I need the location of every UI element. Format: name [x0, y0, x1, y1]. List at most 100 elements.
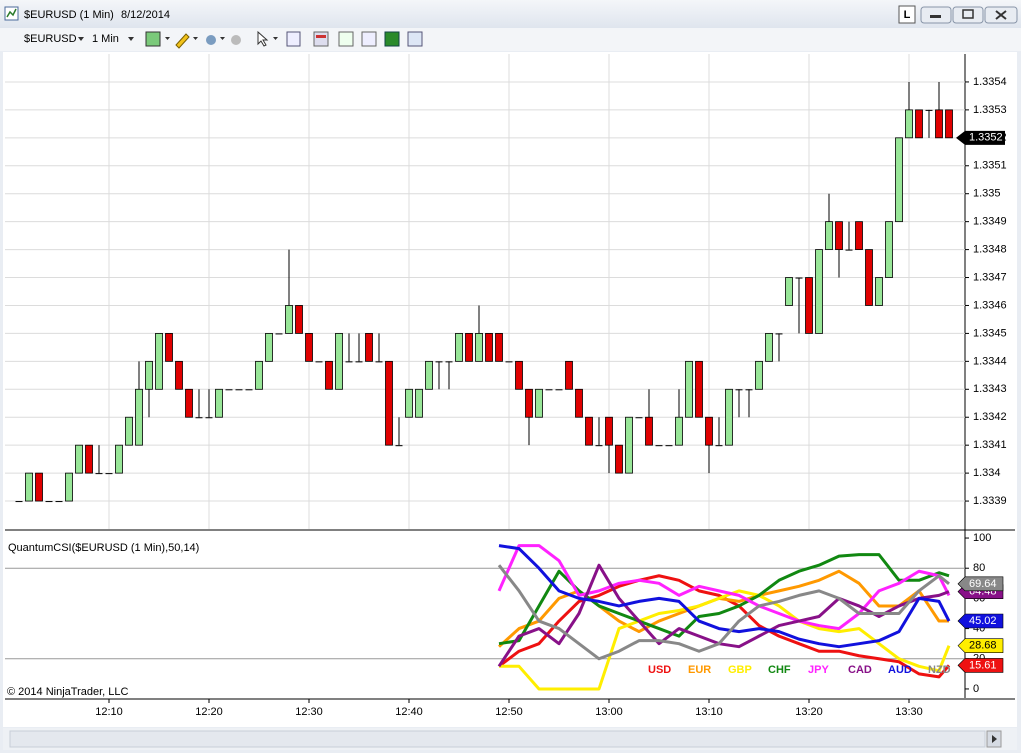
candle-body: [475, 333, 483, 362]
candle-body: [465, 333, 473, 362]
close-button[interactable]: [984, 6, 1018, 24]
candle-body: [515, 360, 523, 390]
y-tick-label: 1.3341: [973, 439, 1007, 451]
candle-body: [565, 360, 573, 390]
candle-body: [225, 389, 233, 391]
copyright: © 2014 NinjaTrader, LLC: [7, 686, 128, 698]
candle-body: [705, 416, 713, 446]
candle-body: [425, 360, 433, 390]
candle-body: [525, 388, 533, 418]
candle-body: [245, 389, 253, 391]
candle-body: [875, 277, 883, 306]
candle-body: [285, 305, 293, 334]
candle-body: [555, 389, 563, 391]
value-tag-label: 15.61: [969, 659, 997, 671]
y-tick-label: 1.3351: [973, 160, 1007, 172]
candle-body: [435, 361, 443, 363]
candle-body: [45, 501, 53, 503]
maximize-button[interactable]: [952, 6, 984, 24]
candle-body: [595, 445, 603, 447]
candle-body: [715, 445, 723, 447]
candle-body: [495, 333, 503, 362]
candle-body: [915, 109, 923, 139]
candle-body: [865, 249, 873, 306]
y-tick-label: 1.3343: [973, 383, 1007, 395]
candle-body: [375, 361, 383, 363]
y-tick-label: 1.3349: [973, 216, 1007, 228]
candle-body: [845, 249, 853, 251]
candle-body: [55, 501, 63, 503]
candle-body: [365, 333, 373, 362]
candle-body: [75, 444, 83, 474]
legend-entry: GBP: [728, 664, 752, 676]
candle-body: [195, 417, 203, 419]
legend-entry: AUD: [888, 664, 912, 676]
candle-body: [215, 388, 223, 418]
candle-body: [345, 361, 353, 363]
candle-body: [325, 360, 333, 390]
candle-body: [295, 305, 303, 334]
x-tick-label: 12:30: [295, 706, 323, 718]
legend-entry: NZD: [928, 664, 951, 676]
value-tag: [957, 576, 1004, 592]
scrollbar-end-button[interactable]: [986, 730, 1002, 748]
window-title: $EURUSD (1 Min): [24, 9, 114, 21]
candle-body: [885, 221, 893, 278]
y-tick-label: 1.3345: [973, 327, 1007, 339]
candle-body: [485, 333, 493, 362]
y-tick-label: 1.3348: [973, 243, 1007, 255]
candle-body: [615, 444, 623, 474]
candle-body: [35, 472, 43, 502]
candle-body: [625, 416, 633, 474]
candle-body: [775, 333, 783, 335]
candle-body: [185, 388, 193, 418]
x-tick-label: 12:50: [495, 706, 523, 718]
candle-body: [735, 389, 743, 391]
candle-body: [535, 388, 543, 418]
candle-body: [815, 249, 823, 334]
candle-body: [675, 416, 683, 446]
candle-body: [545, 389, 553, 391]
legend-entry: CHF: [768, 664, 791, 676]
candle-body: [725, 388, 733, 446]
candle-body: [85, 444, 93, 474]
instrument-selector[interactable]: $EURUSD: [24, 33, 84, 45]
candle-body: [115, 444, 123, 474]
candle-body: [605, 416, 613, 446]
candle-body: [695, 360, 703, 418]
interval-selector[interactable]: 1 Min: [92, 33, 134, 45]
candle-body: [315, 361, 323, 363]
candle-body: [505, 361, 513, 363]
candle-body: [145, 360, 153, 390]
candle-body: [895, 137, 903, 223]
candle-body: [455, 333, 463, 362]
candle-body: [95, 473, 103, 475]
candle-body: [685, 360, 693, 418]
x-tick-label: 12:20: [195, 706, 223, 718]
candle-body: [355, 361, 363, 363]
value-tag: [957, 638, 1004, 653]
x-tick-label: 13:30: [895, 706, 923, 718]
x-tick-label: 13:10: [695, 706, 723, 718]
candle-body: [415, 388, 423, 418]
candle-body: [385, 360, 393, 446]
candle-body: [745, 389, 753, 391]
candle-body: [765, 333, 773, 362]
candle-body: [585, 416, 593, 446]
candle-body: [335, 333, 343, 390]
indicator-line: [497, 564, 950, 661]
x-tick-label: 13:20: [795, 706, 823, 718]
y-tick-label: 1.3347: [973, 271, 1007, 283]
candle-body: [125, 416, 133, 446]
toolbar-icons[interactable]: [145, 30, 423, 49]
minimize-button[interactable]: [920, 6, 952, 24]
candle-body: [405, 388, 413, 418]
y-tick-label: 0: [973, 683, 979, 695]
candle-body: [805, 277, 813, 334]
layout-button[interactable]: L: [898, 5, 916, 24]
candle-body: [165, 333, 173, 362]
y-tick-label: 1.3344: [973, 355, 1007, 367]
candle-body: [155, 333, 163, 390]
candle-body: [395, 445, 403, 447]
